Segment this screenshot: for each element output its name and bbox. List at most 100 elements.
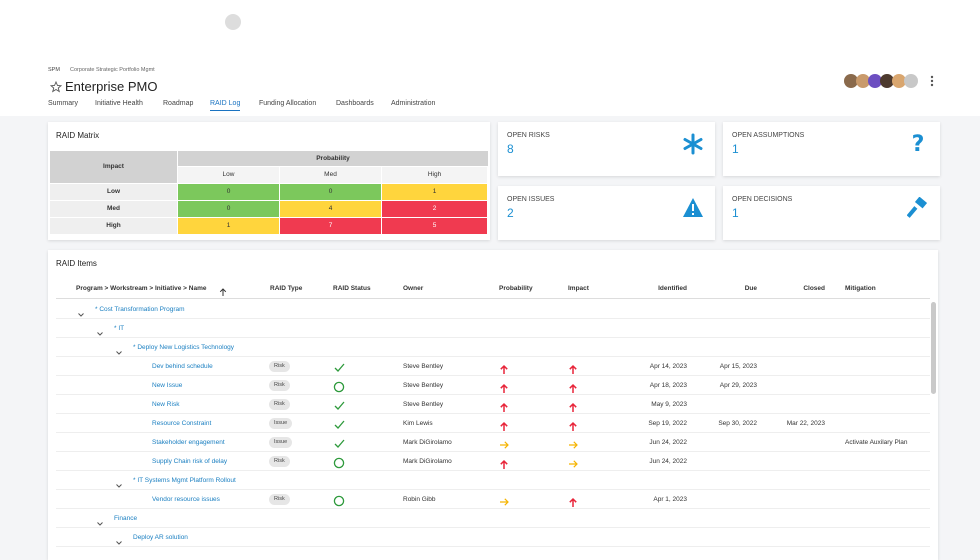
column-header[interactable]: Identified [658,285,687,292]
cell-owner: Steve Bentley [403,382,444,389]
tab[interactable]: Initiative Health [95,100,143,107]
type-badge: Issue [269,418,293,429]
cell-due: Apr 29, 2023 [719,382,757,389]
breadcrumb-item[interactable]: SPM [48,67,60,73]
expand-chevron [115,534,123,545]
tab[interactable]: Administration [391,100,436,107]
item-name[interactable]: New Issue [152,382,183,389]
impact-arrow [568,457,578,468]
cell-owner: Robin Gibb [403,496,436,503]
card[interactable] [498,122,715,176]
item-name[interactable]: Vendor resource issues [152,496,220,503]
tab[interactable]: Dashboards [336,100,374,107]
column-header[interactable]: Due [744,285,757,292]
item-name[interactable]: Supply Chain risk of delay [152,458,228,465]
column-header[interactable]: RAID Status [333,285,371,292]
table-header-row [56,280,930,299]
cell-identified: Apr 18, 2023 [649,382,687,389]
cell-identified: Apr 1, 2023 [653,496,687,503]
matrix-cell: 0 [178,184,279,200]
expand-chevron [115,344,123,355]
type-badge: Risk [269,456,290,467]
cell-identified: Sep 19, 2022 [648,420,687,427]
matrix-cell: 0 [178,201,279,217]
cell-identified: May 9, 2023 [651,401,687,408]
group-name[interactable]: Finance [114,515,138,522]
panel-title: RAID Items [56,259,97,268]
group-name[interactable]: * Cost Transformation Program [95,306,185,313]
matrix-cell: 4 [280,201,381,217]
cell-owner: Steve Bentley [403,401,444,408]
matrix-column-label: Med [280,167,381,183]
impact-arrow [568,495,578,507]
probability-arrow [499,457,509,469]
table-row [56,528,930,547]
matrix-row-label: Low [50,184,177,200]
impact-arrow [568,381,578,393]
column-header[interactable]: Probability [499,285,533,292]
column-header[interactable]: Program > Workstream > Initiative > Name [76,285,207,292]
table-row [56,433,930,452]
tab[interactable]: Funding Allocation [259,100,317,107]
matrix-row-header: Impact [50,151,177,183]
item-name[interactable]: Resource Constraint [152,420,212,427]
group-name[interactable]: Deploy AR solution [133,534,188,541]
loading-dot [225,14,241,30]
tab[interactable]: Summary [48,100,78,107]
card-label: OPEN RISKS [507,132,550,139]
type-badge: Risk [269,361,290,372]
cell-identified: Jun 24, 2022 [649,458,687,465]
column-header[interactable]: Impact [568,285,589,292]
cell-closed: Mar 22, 2023 [786,420,825,427]
column-header[interactable]: Owner [403,285,424,292]
matrix-cell: 1 [382,184,487,200]
matrix-column-label: High [382,167,487,183]
page-title: Enterprise PMO [65,79,158,94]
probability-arrow [499,495,509,506]
favorite-star [50,81,62,93]
type-badge: Risk [269,494,290,505]
expand-chevron [77,306,85,317]
card-value: 1 [732,142,739,156]
group-name[interactable]: * Deploy New Logistics Technology [133,344,235,351]
table-row [56,471,930,490]
matrix-row-label: High [50,218,177,234]
group-name[interactable]: * IT Systems Mgmt Platform Rollout [133,477,236,484]
svg-text:?: ? [912,133,925,155]
matrix-column-header: Probability [178,151,488,166]
item-name[interactable]: Stakeholder engagement [152,439,225,446]
card-value: 2 [507,206,514,220]
card-icon [906,196,929,219]
breadcrumb-item[interactable]: Corporate Strategic Portfolio Mgmt [70,67,155,73]
table-row [56,357,930,376]
cell-owner: Kim Lewis [403,420,433,427]
column-header[interactable]: RAID Type [270,285,303,292]
matrix-row-label: Med [50,201,177,217]
card-label: OPEN ASSUMPTIONS [732,132,805,139]
tab[interactable]: Roadmap [163,100,194,107]
probability-arrow [499,381,509,393]
table-row [56,490,930,509]
column-header[interactable]: Mitigation [845,285,876,292]
card-value: 1 [732,206,739,220]
cell-due: Sep 30, 2022 [718,420,757,427]
item-name[interactable]: New Risk [152,401,180,408]
probability-arrow [499,400,509,412]
group-name[interactable]: * IT [114,325,125,332]
matrix-cell: 2 [382,201,487,217]
card[interactable] [498,186,715,240]
table-row [56,319,930,338]
card-icon [682,197,704,219]
cell-due: Apr 15, 2023 [719,363,757,370]
avatars [844,74,934,88]
type-badge: Issue [269,437,293,448]
card[interactable] [723,122,940,176]
probability-arrow [499,438,509,449]
sort-arrow [219,284,227,296]
impact-arrow [568,400,578,412]
column-header[interactable]: Closed [803,285,825,292]
card[interactable] [723,186,940,240]
item-name[interactable]: Dev behind schedule [152,363,213,370]
table-row [56,509,930,528]
tab[interactable]: RAID Log [210,100,241,111]
